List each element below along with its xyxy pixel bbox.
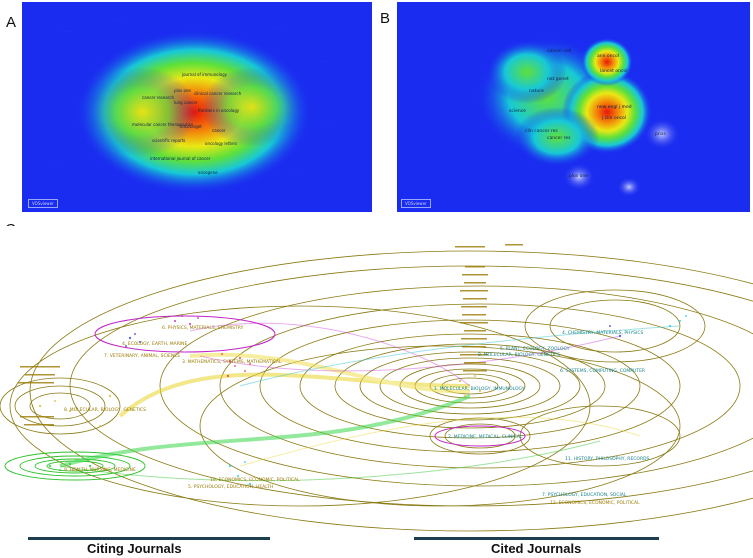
label-b-4: nature [529, 88, 544, 94]
label-a-4: plos one [174, 88, 191, 93]
cluster-label-15: 11. HISTORY, PHILOSOPHY, RECORDS [565, 456, 650, 462]
cluster-label-8: 9. HEALTH, NURSING, MEDICINE [64, 467, 136, 473]
label-b-7: plos one [569, 173, 588, 179]
cluster-label-11: 5. PLANT, ECOLOGY, ZOOLOGY [500, 346, 570, 352]
cluster-label-2: 3. MATHEMATICS, SYSTEMS, MATHEMATICAL [182, 359, 282, 365]
label-b-10: nat genet [547, 76, 569, 82]
label-a-9: scientific reports [152, 138, 185, 143]
cluster-label-13: 7. PSYCHOLOGY, EDUCATION, SOCIAL [542, 492, 627, 498]
svg-text:·· ·····: ·· ····· [322, 60, 329, 63]
cluster-label-5: 6. PHYSICS, MATERIALS, CHEMISTRY [162, 325, 244, 331]
label-b-9: science [509, 108, 526, 114]
label-b-1: j clin oncol [601, 115, 626, 121]
svg-text:··· ····· ··: ··· ····· ·· [112, 18, 122, 21]
cited-journals-label: Cited Journals [491, 541, 582, 556]
svg-text:··· ···· ···: ··· ···· ··· [52, 160, 62, 163]
cluster-label-10: 4. CHEMISTRY, MATERIALS, PHYSICS [562, 330, 643, 336]
label-a-0: journal of immunology [181, 72, 228, 77]
label-a-10: international journal of cancer [150, 156, 211, 161]
density-map-a: journal of immunology clinical cancer re… [22, 2, 372, 212]
vosviewer-badge-b: VOSviewer [401, 199, 431, 208]
citing-journals-bar [28, 537, 270, 540]
cluster-label-9: 10. ECONOMICS, ECONOMIC, POLITICAL [210, 477, 300, 483]
label-b-11: pnas [655, 132, 666, 137]
svg-text:·· ···· ··: ·· ···· ·· [292, 170, 300, 173]
label-a-6: frontiers in oncology [198, 108, 240, 113]
density-map-b: new engl j med j clin oncol cancer res l… [397, 2, 750, 212]
dual-map-overlay: 1. MOLECULAR, BIOLOGY, IMMUNOLOGY 2. MED… [0, 226, 753, 536]
label-a-8: oncology letters [205, 141, 237, 146]
panel-b-density-map: new engl j med j clin oncol cancer res l… [397, 2, 750, 212]
panel-a-density-map: journal of immunology clinical cancer re… [22, 2, 372, 212]
cluster-label-16: 12. ECONOMICS, ECONOMIC, POLITICAL [550, 500, 640, 506]
label-b-8: cancer cell [547, 48, 571, 54]
citing-journals-label: Citing Journals [87, 541, 182, 556]
svg-text:·· ···· ···: ·· ···· ··· [62, 30, 71, 33]
panel-b-letter: B [380, 10, 391, 27]
svg-text:··· ·· ··: ··· ·· ·· [322, 120, 329, 123]
cluster-label-0: 1. MOLECULAR, BIOLOGY, IMMUNOLOGY [434, 386, 525, 392]
label-a-1: clinical cancer research [194, 91, 242, 96]
cluster-label-1: 2. MEDICINE, MEDICAL, CLINICAL [448, 434, 523, 440]
cluster-label-3: 4. ECOLOGY, EARTH, MARINE [122, 341, 188, 347]
label-a-7: molecular cancer therapeutics [132, 122, 193, 127]
panel-a-letter: A [6, 14, 17, 31]
label-a-12: oncogene [198, 170, 218, 175]
label-b-6: clin cancer res [525, 128, 558, 134]
label-b-0: new engl j med [597, 104, 632, 110]
cluster-label-12: 6. SYSTEMS, COMPUTING, COMPUTER [560, 368, 645, 374]
label-a-2: lung cancer [174, 100, 198, 105]
label-a-11: cancer [212, 128, 226, 133]
label-a-3: cancer research [142, 95, 175, 100]
svg-text:· ··· ····: · ··· ···· [82, 80, 90, 83]
label-b-3: lancet oncol [600, 68, 627, 74]
cited-journals-bar [414, 537, 659, 540]
cluster-label-14: 8. MOLECULAR, BIOLOGY, GENETICS [478, 352, 560, 358]
label-a-5: oncotarget [180, 124, 202, 129]
cluster-label-4: 5. PSYCHOLOGY, EDUCATION, HEALTH [188, 484, 273, 490]
label-b-2: cancer res [547, 135, 571, 141]
cluster-label-7: 8. MOLECULAR, BIOLOGY, GENETICS [64, 407, 146, 413]
panel-c-overlay-map: 1. MOLECULAR, BIOLOGY, IMMUNOLOGY 2. MED… [0, 226, 753, 536]
label-b-5: ann oncol [597, 53, 619, 59]
svg-text:···· ·· ····: ···· ·· ···· [272, 26, 282, 29]
vosviewer-badge-a: VOSviewer [28, 199, 58, 208]
cluster-label-6: 7. VETERINARY, ANIMAL, SCIENCE [104, 353, 180, 359]
